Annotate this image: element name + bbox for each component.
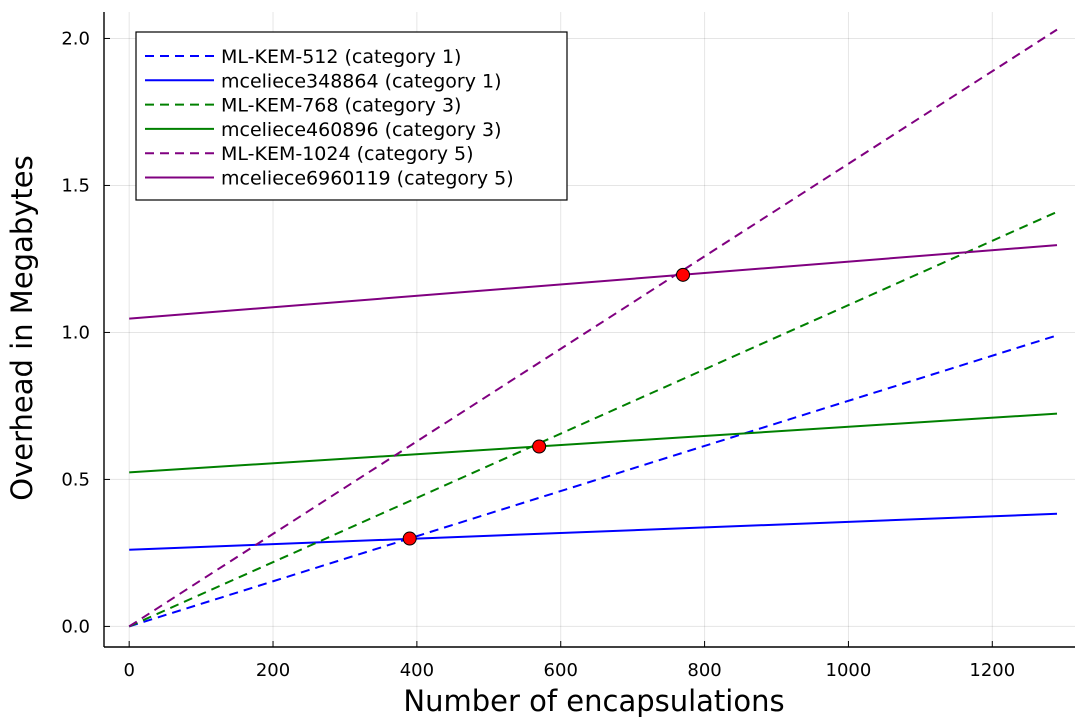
- legend-label: mceliece460896 (category 3): [221, 119, 502, 141]
- x-tick-label: 200: [256, 660, 290, 681]
- x-tick-label: 400: [400, 660, 434, 681]
- legend-label: ML-KEM-1024 (category 5): [221, 143, 474, 165]
- legend-label: ML-KEM-512 (category 1): [221, 46, 461, 68]
- series-line: [129, 412, 1058, 474]
- series-line: [129, 512, 1058, 551]
- legend: ML-KEM-512 (category 1)mceliece348864 (c…: [135, 31, 568, 201]
- series-line: [128, 210, 1058, 628]
- x-axis-label: Number of encapsulations: [403, 684, 784, 717]
- intersection-marker: [402, 531, 417, 546]
- x-tick-label: 0: [123, 660, 134, 681]
- x-tick-label: 1000: [826, 660, 872, 681]
- series-layer: [128, 28, 1058, 628]
- series-line: [129, 244, 1058, 320]
- series-line: [128, 334, 1058, 628]
- y-tick-label: 2.0: [61, 28, 90, 49]
- axes: [103, 12, 1075, 648]
- legend-label: mceliece6960119 (category 5): [221, 168, 514, 190]
- legend-box: [135, 31, 568, 201]
- legend-label: mceliece348864 (category 1): [221, 70, 502, 92]
- y-tick-label: 0.5: [61, 469, 90, 490]
- legend-label: ML-KEM-768 (category 3): [221, 95, 461, 117]
- y-tick-label: 0.0: [61, 616, 90, 637]
- y-axis-label: Overhead in Megabytes: [5, 155, 39, 500]
- y-tick-label: 1.5: [61, 175, 90, 196]
- x-tick-label: 1200: [969, 660, 1015, 681]
- intersection-marker: [532, 439, 547, 454]
- x-tick-label: 800: [687, 660, 721, 681]
- ticks: 0 200 400 600 800 1000 1200 0.0 0.5 1.0 1.5 2.0: [61, 28, 1015, 681]
- series-line: [128, 28, 1058, 628]
- intersection-markers: [402, 267, 691, 546]
- x-tick-label: 600: [544, 660, 578, 681]
- y-tick-label: 1.0: [61, 322, 90, 343]
- intersection-marker: [676, 267, 691, 282]
